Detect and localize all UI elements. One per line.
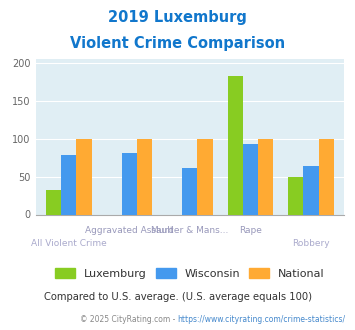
Bar	[288, 177, 304, 214]
Legend: Luxemburg, Wisconsin, National: Luxemburg, Wisconsin, National	[51, 264, 329, 283]
Bar	[182, 168, 197, 214]
Text: Murder & Mans...: Murder & Mans...	[151, 226, 229, 235]
Bar	[304, 166, 319, 214]
Bar	[76, 139, 92, 214]
Bar	[243, 144, 258, 214]
Bar	[137, 139, 152, 214]
Bar	[319, 139, 334, 214]
Text: © 2025 CityRating.com -: © 2025 CityRating.com -	[80, 315, 178, 324]
Text: All Violent Crime: All Violent Crime	[31, 240, 107, 248]
Bar	[258, 139, 273, 214]
Bar	[61, 155, 76, 214]
Text: Violent Crime Comparison: Violent Crime Comparison	[70, 36, 285, 51]
Text: https://www.cityrating.com/crime-statistics/: https://www.cityrating.com/crime-statist…	[178, 315, 346, 324]
Text: Rape: Rape	[239, 226, 262, 235]
Bar	[197, 139, 213, 214]
Text: Robbery: Robbery	[292, 240, 330, 248]
Text: 2019 Luxemburg: 2019 Luxemburg	[108, 10, 247, 25]
Bar	[122, 153, 137, 214]
Text: Aggravated Assault: Aggravated Assault	[85, 226, 174, 235]
Bar	[46, 189, 61, 214]
Text: Compared to U.S. average. (U.S. average equals 100): Compared to U.S. average. (U.S. average …	[44, 292, 311, 302]
Bar	[228, 76, 243, 215]
